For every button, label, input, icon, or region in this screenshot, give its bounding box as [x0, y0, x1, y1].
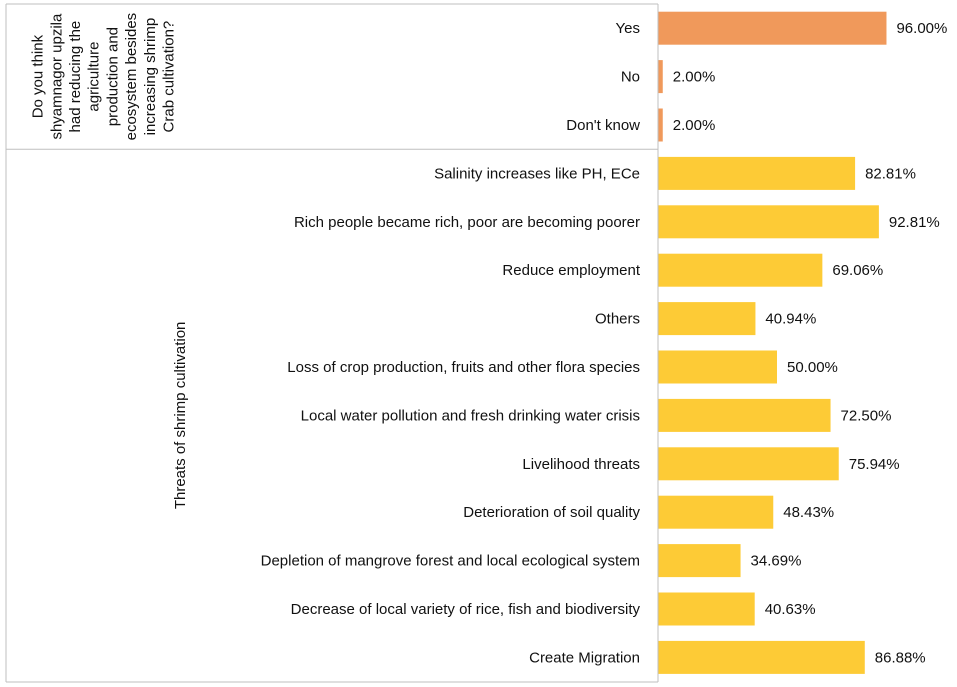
- bar: [658, 592, 755, 626]
- category-label: Decrease of local variety of rice, fish …: [291, 601, 641, 618]
- bar: [658, 495, 774, 529]
- bar: [658, 302, 756, 336]
- category-label: Don't know: [566, 117, 640, 134]
- group-label-line: Do you think: [30, 34, 47, 118]
- category-label: Reduce employment: [502, 262, 640, 279]
- value-label: 40.94%: [765, 311, 816, 328]
- group-label-line: shyamnagor upzila: [48, 13, 65, 140]
- group-label: Threats of shrimp cultivation: [172, 322, 189, 510]
- bar: [658, 11, 887, 45]
- group-label-line: agriculture: [86, 42, 103, 112]
- category-label: Livelihood threats: [522, 456, 640, 473]
- category-label: Yes: [616, 20, 640, 37]
- group-label-line: had reducing the: [67, 21, 84, 133]
- value-label: 48.43%: [783, 504, 834, 521]
- group-label: Do you think shyamnagor upzila had reducin…: [30, 13, 178, 141]
- category-label: Create Migration: [529, 649, 640, 666]
- value-label: 86.88%: [875, 649, 926, 666]
- bar: [658, 108, 663, 142]
- bar: [658, 156, 856, 190]
- value-label: 75.94%: [849, 456, 900, 473]
- group-label-line: Threats of shrimp cultivation: [172, 322, 189, 510]
- group-label-line: production and: [104, 27, 121, 126]
- value-label: 2.00%: [673, 117, 716, 134]
- bar: [658, 640, 865, 674]
- value-label: 72.50%: [841, 407, 892, 424]
- value-label: 96.00%: [896, 20, 947, 37]
- bar: [658, 398, 831, 432]
- group-label-line: Crab cultivation?: [160, 21, 177, 133]
- category-label: Others: [595, 311, 640, 328]
- bar: [658, 350, 777, 384]
- group-label-line: increasing shrimp: [142, 18, 159, 136]
- value-label: 34.69%: [751, 553, 802, 570]
- bar: [658, 544, 741, 578]
- bar: [658, 60, 663, 94]
- value-label: 82.81%: [865, 165, 916, 182]
- category-label: Salinity increases like PH, ECe: [434, 165, 640, 182]
- group-label-line: ecosystem besides: [123, 13, 140, 141]
- bar: [658, 447, 839, 481]
- bar: [658, 253, 823, 287]
- category-label: Depletion of mangrove forest and local e…: [261, 553, 640, 570]
- category-label: Deterioration of soil quality: [463, 504, 640, 521]
- value-label: 50.00%: [787, 359, 838, 376]
- category-label: Loss of crop production, fruits and othe…: [287, 359, 640, 376]
- value-label: 40.63%: [765, 601, 816, 618]
- value-label: 69.06%: [832, 262, 883, 279]
- bar: [658, 205, 879, 239]
- category-label: No: [621, 69, 640, 86]
- category-label: Rich people became rich, poor are becomi…: [294, 214, 640, 231]
- category-label: Local water pollution and fresh drinking…: [301, 407, 640, 424]
- value-label: 2.00%: [673, 69, 716, 86]
- value-label: 92.81%: [889, 214, 940, 231]
